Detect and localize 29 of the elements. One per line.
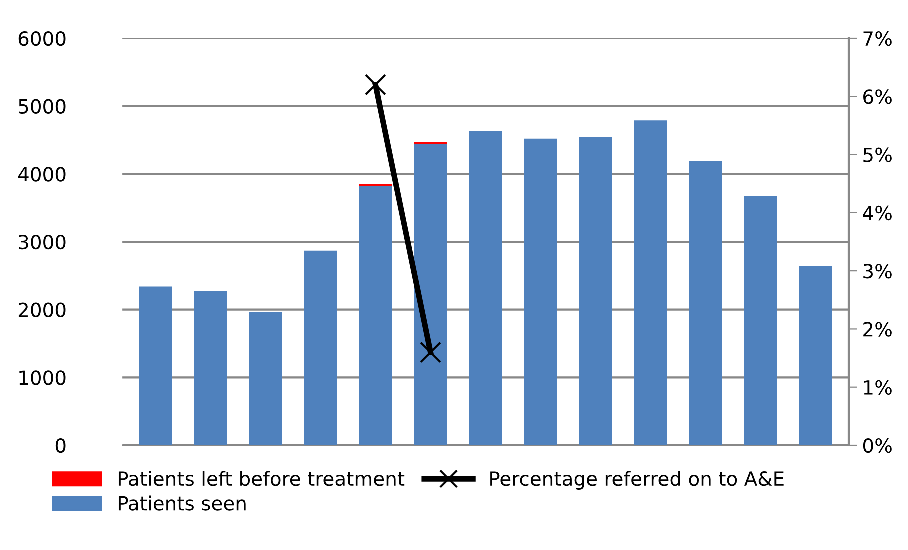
bar <box>579 138 612 446</box>
bar <box>304 250 338 446</box>
y-tick-label: 5000 <box>19 99 66 114</box>
legend-label: Patients seen <box>118 496 246 511</box>
bar <box>799 266 832 446</box>
bar <box>194 292 228 446</box>
y-tick-label: 6000 <box>18 31 66 46</box>
y2-tick-label: 2% <box>864 322 892 337</box>
legend-label: Percentage referred on to A&E <box>490 471 784 490</box>
legend-label: Patients left before treatment <box>118 471 405 486</box>
bar <box>634 120 668 446</box>
y2-tick-label: 4% <box>863 206 892 221</box>
y2-tick-label: 0% <box>863 438 892 454</box>
y-tick-label: 2000 <box>18 302 66 318</box>
bar <box>524 138 558 446</box>
bar <box>249 312 282 446</box>
y2-tick-label: 1% <box>864 380 892 396</box>
bar <box>689 161 722 446</box>
y2-tick-label: 5% <box>864 148 892 162</box>
y2-tick-label: 7% <box>864 31 892 46</box>
y-tick-label: 0 <box>56 438 66 454</box>
y2-tick-label: 6% <box>864 90 892 104</box>
y-tick-label: 3000 <box>19 234 66 250</box>
y-tick-label: 4000 <box>18 167 66 182</box>
bar <box>139 286 172 446</box>
bar <box>744 196 778 446</box>
bar <box>469 131 502 446</box>
y2-tick-label: 3% <box>864 264 892 279</box>
y-tick-label: 1000 <box>20 370 66 386</box>
